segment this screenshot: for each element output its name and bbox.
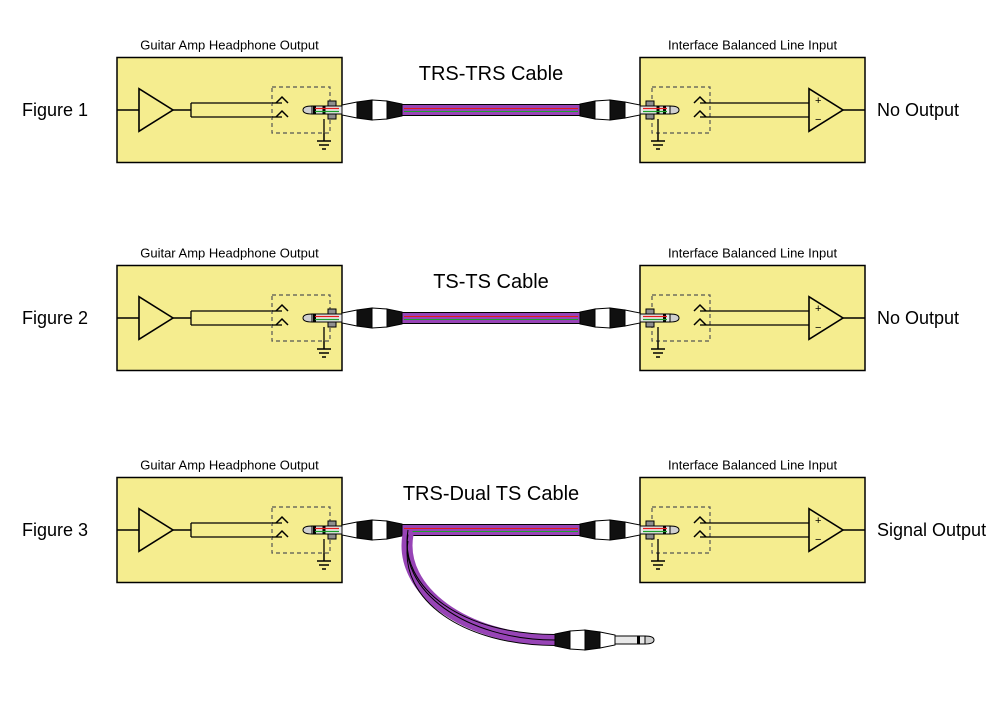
cable <box>402 525 580 536</box>
svg-text:+: + <box>815 95 821 107</box>
svg-text:−: − <box>815 534 821 546</box>
cable-label: TRS-Dual TS Cable <box>403 483 579 505</box>
right-box-label: Interface Balanced Line Input <box>668 458 838 473</box>
result-label: No Output <box>877 100 959 120</box>
left-box-label: Guitar Amp Headphone Output <box>140 246 319 261</box>
figure-label: Figure 3 <box>22 520 88 540</box>
fig1: Figure 1 Guitar Amp Headphone Output Inter… <box>22 38 959 163</box>
svg-text:−: − <box>815 114 821 126</box>
figure-label: Figure 1 <box>22 100 88 120</box>
cable <box>402 105 580 116</box>
fig3: Figure 3 Guitar Amp Headphone Output Inter… <box>22 458 986 651</box>
cable-label: TS-TS Cable <box>433 271 549 293</box>
svg-text:+: + <box>815 515 821 527</box>
result-label: No Output <box>877 308 959 328</box>
cable-label: TRS-TRS Cable <box>419 63 563 85</box>
svg-text:−: − <box>815 322 821 334</box>
left-box-label: Guitar Amp Headphone Output <box>140 458 319 473</box>
right-box-label: Interface Balanced Line Input <box>668 246 838 261</box>
svg-text:+: + <box>815 303 821 315</box>
cable <box>402 313 580 324</box>
figure-label: Figure 2 <box>22 308 88 328</box>
right-box-label: Interface Balanced Line Input <box>668 38 838 53</box>
left-box-label: Guitar Amp Headphone Output <box>140 38 319 53</box>
result-label: Signal Output <box>877 520 986 540</box>
fig2: Figure 2 Guitar Amp Headphone Output Inter… <box>22 246 959 371</box>
